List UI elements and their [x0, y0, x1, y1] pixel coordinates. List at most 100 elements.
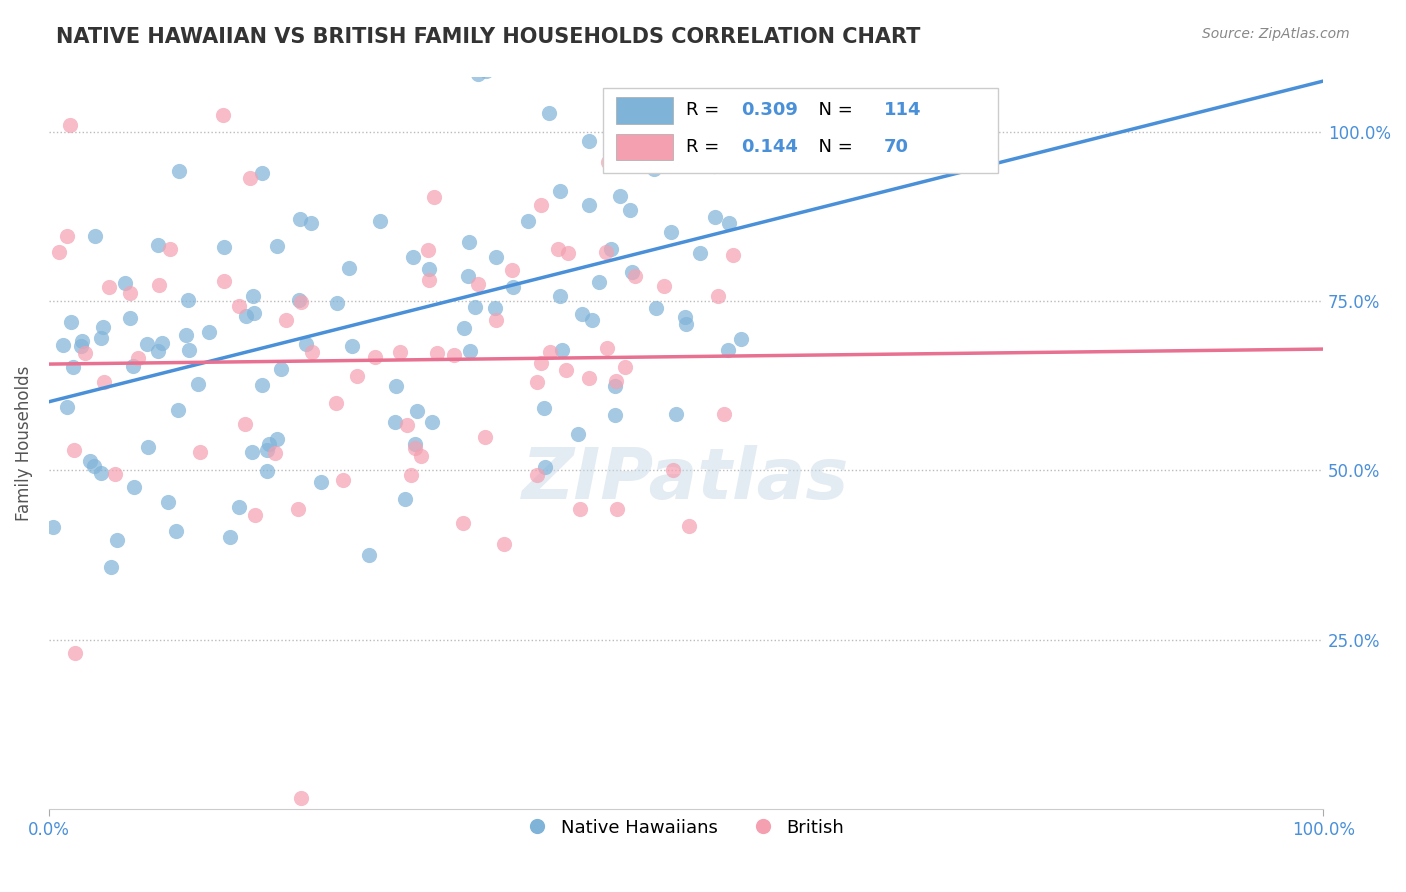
Point — [538, 344, 561, 359]
Point — [588, 276, 610, 290]
Point — [485, 313, 508, 327]
Point — [148, 238, 170, 252]
Text: R =: R = — [686, 102, 725, 120]
Point — [569, 501, 592, 516]
Point — [467, 67, 489, 81]
Point — [332, 473, 354, 487]
Point — [605, 374, 627, 388]
Point — [274, 313, 297, 327]
Point — [659, 225, 682, 239]
Text: ZIPatlas: ZIPatlas — [523, 445, 849, 515]
Point — [219, 530, 242, 544]
Point — [485, 251, 508, 265]
Point — [389, 345, 412, 359]
Point — [157, 495, 180, 509]
Point — [346, 53, 368, 67]
Point — [457, 269, 479, 284]
Point — [337, 261, 360, 276]
Point — [426, 345, 449, 359]
Point — [453, 321, 475, 335]
Point — [211, 108, 233, 122]
Point — [136, 440, 159, 454]
FancyBboxPatch shape — [616, 134, 673, 161]
Point — [228, 298, 250, 312]
Point — [494, 537, 516, 551]
Point — [287, 501, 309, 516]
Point — [148, 344, 170, 359]
Point — [457, 235, 479, 249]
Point — [598, 155, 620, 169]
Point — [325, 396, 347, 410]
Point — [63, 646, 86, 660]
Point — [548, 289, 571, 303]
Point — [416, 243, 439, 257]
Point — [288, 293, 311, 307]
Point — [325, 296, 347, 310]
Point — [394, 492, 416, 507]
Point — [517, 214, 540, 228]
Point — [121, 359, 143, 373]
Point — [114, 276, 136, 290]
Point — [83, 229, 105, 244]
Y-axis label: Family Households: Family Households — [15, 366, 32, 521]
Point — [533, 401, 555, 415]
Point — [464, 300, 486, 314]
Point — [100, 559, 122, 574]
Point — [578, 370, 600, 384]
Point — [609, 188, 631, 202]
Point — [56, 401, 79, 415]
Point — [467, 277, 489, 292]
Point — [52, 338, 75, 352]
Point — [530, 356, 553, 370]
Point — [530, 198, 553, 212]
Point — [212, 239, 235, 253]
Point — [547, 242, 569, 256]
Point — [357, 549, 380, 563]
Point — [301, 216, 323, 230]
Point — [643, 162, 665, 177]
Point — [177, 343, 200, 357]
Point — [256, 442, 278, 457]
Point — [624, 268, 647, 283]
Point — [340, 338, 363, 352]
Point — [290, 295, 312, 310]
Point — [120, 285, 142, 300]
Point — [266, 432, 288, 446]
Text: R =: R = — [686, 138, 725, 156]
Point — [606, 502, 628, 516]
Point — [120, 311, 142, 326]
Point — [703, 159, 725, 173]
Text: 70: 70 — [883, 138, 908, 156]
Point — [104, 467, 127, 481]
Point — [652, 279, 675, 293]
Point — [721, 248, 744, 262]
Point — [581, 312, 603, 326]
Point — [228, 500, 250, 515]
Point — [537, 105, 560, 120]
Point — [148, 278, 170, 293]
Point — [502, 280, 524, 294]
Point — [364, 350, 387, 364]
Point — [243, 508, 266, 523]
Point — [239, 171, 262, 186]
Point — [645, 126, 668, 140]
Point — [48, 245, 70, 260]
Point — [443, 348, 465, 362]
Point — [55, 228, 77, 243]
Point — [474, 430, 496, 444]
Text: N =: N = — [807, 102, 859, 120]
Point — [404, 441, 426, 455]
Point — [673, 310, 696, 324]
Point — [266, 238, 288, 252]
Point — [233, 417, 256, 431]
Point — [557, 245, 579, 260]
Point — [713, 407, 735, 421]
Point — [250, 377, 273, 392]
Point — [665, 407, 688, 421]
Point — [398, 10, 420, 24]
Point — [555, 362, 578, 376]
Point — [91, 319, 114, 334]
Point — [83, 459, 105, 474]
Point — [290, 790, 312, 805]
Point — [689, 246, 711, 260]
